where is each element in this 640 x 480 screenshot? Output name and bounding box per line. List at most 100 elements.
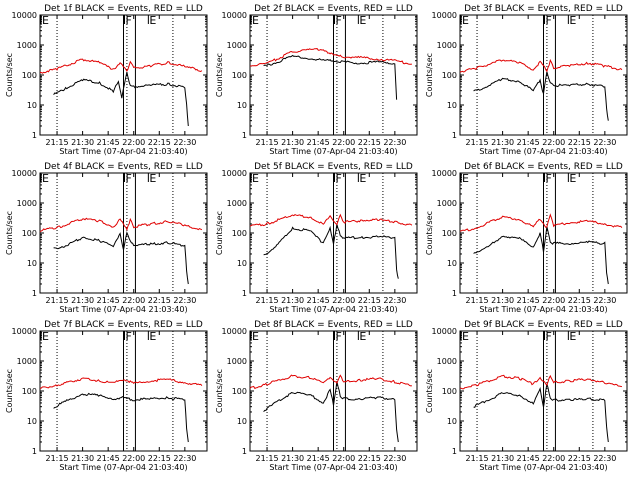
panel-det-7: Det 7f BLACK = Events, RED = LLD 1 10 100 10… [5,320,208,472]
y-tick-label: 1000 [227,41,247,50]
y-tick-label: 1 [242,131,247,140]
y-tick-label: 10 [237,417,247,426]
panel-title: Det 3f BLACK = Events, RED = LLD [464,4,623,14]
interval-marker-label: E [252,330,259,343]
x-tick-label: 21:15 [46,454,69,463]
y-tick-label: 100 [442,71,457,80]
x-axis-label: Start Time (07-Apr-04 21:03:40) [59,305,187,314]
y-tick-label: 1 [452,447,457,456]
x-tick-label: 21:30 [71,296,94,305]
y-tick-label: 10000 [12,169,37,178]
x-tick-label: 21:15 [256,454,279,463]
interval-marker-label: F [546,14,552,27]
y-tick-label: 100 [442,387,457,396]
x-tick-label: 21:30 [281,296,304,305]
y-tick-label: 1000 [437,357,457,366]
x-tick-label: 22:15 [148,296,171,305]
y-tick-label: 1000 [227,357,247,366]
x-axis-label: Start Time (07-Apr-04 21:03:40) [269,147,397,156]
events-series-line [53,392,189,443]
x-tick-label: 22:00 [332,454,355,463]
x-axis-label: Start Time (07-Apr-04 21:03:40) [59,463,187,472]
x-tick-label: 21:45 [517,454,540,463]
x-tick-label: 22:00 [122,138,145,147]
x-tick-label: 21:15 [256,296,279,305]
y-tick-label: 10 [27,101,37,110]
lld-series-line [249,213,413,227]
x-tick-label: 21:45 [517,138,540,147]
interval-marker-label: F [126,172,132,185]
interval-marker-label: F [546,330,552,343]
y-tick-label: 1 [32,131,37,140]
x-tick-label: 22:00 [122,454,145,463]
x-tick-label: 21:30 [491,454,514,463]
y-tick-label: 100 [232,387,247,396]
events-series-line [473,226,609,285]
interval-marker-label: F [336,14,342,27]
interval-marker-label: E [359,14,366,27]
x-tick-label: 22:00 [122,296,145,305]
x-axis-label: Start Time (07-Apr-04 21:03:40) [59,147,187,156]
y-axis-label: Counts/sec [215,211,224,255]
panel-title: Det 1f BLACK = Events, RED = LLD [44,4,203,14]
interval-marker-label: F [546,172,552,185]
events-series-line [263,54,398,100]
y-tick-label: 10 [237,101,247,110]
x-tick-label: 22:00 [542,138,565,147]
x-tick-label: 21:45 [307,454,330,463]
x-tick-label: 21:45 [517,296,540,305]
interval-marker-label: E [42,14,49,27]
lld-series-line [249,374,412,390]
interval-marker-label: E [569,330,576,343]
panels-group: Det 1f BLACK = Events, RED = LLD 1 10 100 10… [5,4,628,472]
y-axis-label: Counts/sec [215,369,224,413]
x-tick-label: 21:15 [256,138,279,147]
x-tick-label: 22:30 [383,138,406,147]
y-tick-label: 1 [242,289,247,298]
x-tick-label: 22:15 [568,296,591,305]
interval-marker-label: E [359,172,366,185]
panel-det-2: Det 2f BLACK = Events, RED = LLD 1 10 100 10… [215,4,418,156]
panel-det-8: Det 8f BLACK = Events, RED = LLD 1 10 100 10… [215,320,418,472]
x-tick-label: 21:15 [466,138,489,147]
x-axis-label: Start Time (07-Apr-04 21:03:40) [479,463,607,472]
x-tick-label: 22:30 [593,296,616,305]
x-tick-label: 21:15 [46,138,69,147]
events-series-line [263,381,399,443]
x-axis-label: Start Time (07-Apr-04 21:03:40) [479,147,607,156]
x-tick-label: 21:30 [281,454,304,463]
y-tick-label: 10 [447,101,457,110]
panel-det-9: Det 9f BLACK = Events, RED = LLD 1 10 100 10… [425,320,628,472]
panel-title: Det 7f BLACK = Events, RED = LLD [44,320,203,330]
panel-title: Det 6f BLACK = Events, RED = LLD [464,162,623,172]
x-tick-label: 21:30 [491,138,514,147]
x-tick-label: 22:15 [148,454,171,463]
interval-marker-label: E [149,14,156,27]
lld-series-line [39,58,203,74]
interval-marker-label: F [126,330,132,343]
events-series-line [473,383,609,443]
y-tick-label: 1 [32,289,37,298]
y-tick-label: 100 [22,387,37,396]
x-tick-label: 21:15 [466,296,489,305]
x-tick-label: 22:15 [568,138,591,147]
panel-title: Det 4f BLACK = Events, RED = LLD [44,162,203,172]
panel-title: Det 9f BLACK = Events, RED = LLD [464,320,623,330]
events-series-line [53,231,189,285]
x-tick-label: 22:30 [173,296,196,305]
x-tick-label: 22:30 [593,454,616,463]
interval-marker-label: F [336,172,342,185]
interval-marker-label: E [252,172,259,185]
interval-marker-label: F [336,330,342,343]
lld-series-line [39,217,203,233]
lld-series-line [459,58,623,73]
x-tick-label: 21:30 [281,138,304,147]
y-tick-label: 100 [22,71,37,80]
panel-title: Det 5f BLACK = Events, RED = LLD [254,162,413,172]
x-tick-label: 21:45 [307,296,330,305]
x-tick-label: 22:00 [542,296,565,305]
x-tick-label: 22:00 [332,138,355,147]
y-tick-label: 1 [452,131,457,140]
y-tick-label: 10000 [432,169,457,178]
x-tick-label: 21:45 [97,454,120,463]
